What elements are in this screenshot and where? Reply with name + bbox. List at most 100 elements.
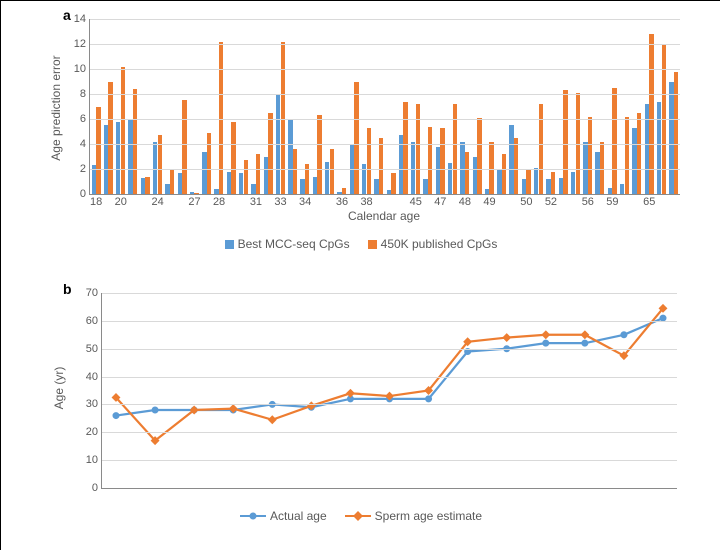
bar xyxy=(182,100,186,194)
bar xyxy=(489,142,493,195)
gridline xyxy=(102,432,677,433)
bar xyxy=(170,170,174,194)
panel-a-chart-area: 0246810121418202427283133343638454748495… xyxy=(89,19,680,195)
xtick-label: 33 xyxy=(274,194,286,208)
xtick-label: 28 xyxy=(213,194,225,208)
bar xyxy=(145,177,149,195)
panel-a: a Age prediction error 02468101214182024… xyxy=(1,1,720,281)
ytick-label: 30 xyxy=(86,398,102,410)
xtick-label: 52 xyxy=(545,194,557,208)
legend-label-450k: 450K published CpGs xyxy=(381,237,498,251)
bar xyxy=(502,154,506,194)
ytick-label: 0 xyxy=(92,482,102,494)
legend-item-mcc: Best MCC-seq CpGs xyxy=(225,237,350,251)
bar xyxy=(219,42,223,195)
series-marker xyxy=(503,334,511,342)
legend-label-actual: Actual age xyxy=(270,509,327,523)
bar xyxy=(317,115,321,194)
bar xyxy=(403,102,407,195)
xtick-label: 65 xyxy=(643,194,655,208)
ytick-label: 20 xyxy=(86,426,102,438)
ytick-label: 4 xyxy=(80,138,90,150)
series-line xyxy=(116,308,663,440)
series-marker xyxy=(543,340,549,346)
ytick-label: 60 xyxy=(86,315,102,327)
panel-b-y-axis-title: Age (yr) xyxy=(52,348,66,428)
panel-b-label: b xyxy=(63,281,72,297)
series-marker xyxy=(347,390,355,398)
xtick-label: 36 xyxy=(336,194,348,208)
bar xyxy=(367,128,371,194)
bar xyxy=(416,104,420,194)
legend-item-sperm: Sperm age estimate xyxy=(345,509,482,523)
gridline xyxy=(90,169,680,170)
xtick-label: 49 xyxy=(483,194,495,208)
ytick-label: 12 xyxy=(74,38,90,50)
bar xyxy=(539,104,543,194)
series-marker xyxy=(542,331,550,339)
bar xyxy=(244,160,248,194)
ytick-label: 40 xyxy=(86,371,102,383)
series-marker xyxy=(113,413,119,419)
bar xyxy=(256,154,260,194)
bar xyxy=(379,138,383,194)
bar xyxy=(563,90,567,194)
series-marker xyxy=(269,416,277,424)
bar xyxy=(674,72,678,195)
panel-a-legend: Best MCC-seq CpGs 450K published CpGs xyxy=(1,237,720,251)
series-marker xyxy=(152,407,158,413)
bar xyxy=(268,113,272,194)
xtick-label: 27 xyxy=(188,194,200,208)
xtick-label: 34 xyxy=(299,194,311,208)
bar xyxy=(637,113,641,194)
legend-swatch-450k xyxy=(368,240,377,249)
bar xyxy=(588,117,592,195)
gridline xyxy=(90,19,680,20)
panel-b: b Age (yr) 010203040506070 Actual age Sp… xyxy=(1,281,720,551)
figure-root: a Age prediction error 02468101214182024… xyxy=(0,0,720,550)
bar xyxy=(526,169,530,194)
xtick-label: 45 xyxy=(410,194,422,208)
legend-label-sperm: Sperm age estimate xyxy=(375,509,482,523)
bar xyxy=(551,172,555,195)
gridline xyxy=(90,69,680,70)
gridline xyxy=(90,144,680,145)
bar xyxy=(453,104,457,194)
ytick-label: 14 xyxy=(74,13,90,25)
legend-swatch-actual xyxy=(240,510,266,522)
bar xyxy=(428,127,432,195)
bar xyxy=(108,82,112,195)
series-marker xyxy=(621,332,627,338)
legend-label-mcc: Best MCC-seq CpGs xyxy=(238,237,350,251)
bar xyxy=(440,128,444,194)
series-marker xyxy=(426,396,432,402)
series-marker xyxy=(582,340,588,346)
bar xyxy=(281,42,285,195)
gridline xyxy=(90,119,680,120)
xtick-label: 31 xyxy=(250,194,262,208)
bar xyxy=(612,88,616,194)
panel-b-chart-area: 010203040506070 xyxy=(101,293,677,489)
panel-a-label: a xyxy=(63,7,71,23)
bar xyxy=(207,133,211,194)
bar xyxy=(600,142,604,195)
xtick-label: 38 xyxy=(360,194,372,208)
xtick-label: 18 xyxy=(90,194,102,208)
xtick-label: 59 xyxy=(606,194,618,208)
gridline xyxy=(102,377,677,378)
gridline xyxy=(102,460,677,461)
bar xyxy=(625,117,629,195)
gridline xyxy=(90,44,680,45)
legend-swatch-mcc xyxy=(225,240,234,249)
gridline xyxy=(102,321,677,322)
xtick-label: 24 xyxy=(151,194,163,208)
gridline xyxy=(102,404,677,405)
legend-item-450k: 450K published CpGs xyxy=(368,237,498,251)
bar xyxy=(293,149,297,194)
ytick-label: 2 xyxy=(80,163,90,175)
xtick-label: 20 xyxy=(115,194,127,208)
ytick-label: 6 xyxy=(80,113,90,125)
panel-a-x-axis-title: Calendar age xyxy=(348,209,420,223)
bar xyxy=(514,138,518,194)
legend-swatch-sperm xyxy=(345,510,371,522)
